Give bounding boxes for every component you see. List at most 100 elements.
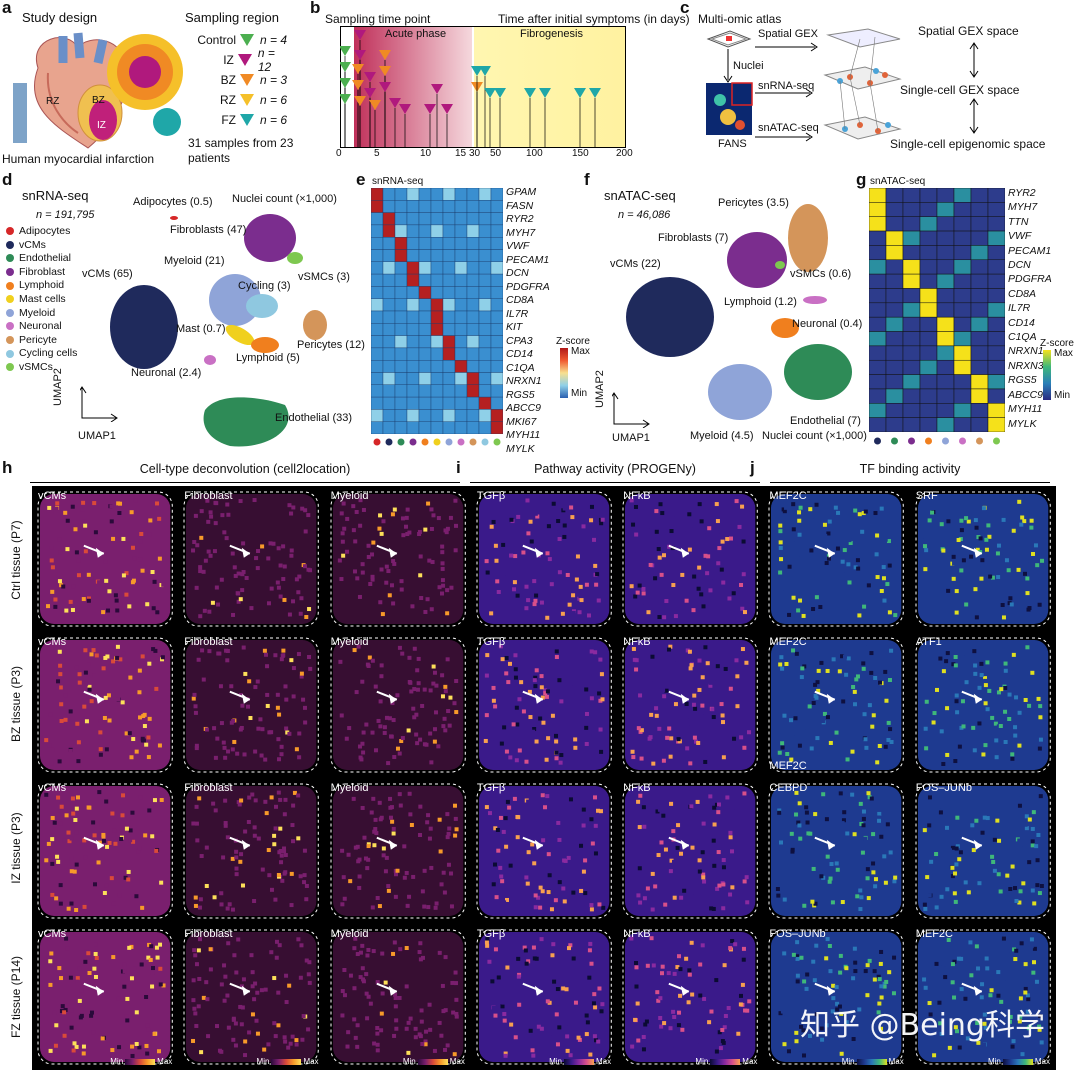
spot xyxy=(875,575,880,580)
heatmap-cell xyxy=(406,261,420,275)
spot xyxy=(83,670,88,675)
spot xyxy=(638,793,643,798)
spot xyxy=(126,869,131,874)
spot xyxy=(355,952,360,957)
heatmap-cell xyxy=(936,403,955,418)
heatmap-cell xyxy=(406,212,420,226)
spot xyxy=(296,836,301,841)
spot xyxy=(360,966,365,971)
panel-label-e: e xyxy=(356,170,366,189)
spot xyxy=(196,1004,201,1009)
spot xyxy=(83,549,88,554)
atac-cluster-vsmcs: vSMCs (0.6) xyxy=(790,268,852,280)
heatmap-cell xyxy=(970,187,989,203)
spot xyxy=(67,839,72,844)
spot xyxy=(363,972,368,977)
spot xyxy=(995,851,1000,856)
triangle-icon xyxy=(240,34,254,46)
spot xyxy=(688,547,693,552)
sampling-diagram xyxy=(105,30,185,140)
spot xyxy=(383,980,388,985)
heatmap-cell xyxy=(478,286,492,299)
spot xyxy=(865,876,870,881)
spot xyxy=(75,721,80,726)
tile-label: TGFβ xyxy=(476,490,506,502)
spot xyxy=(741,957,746,962)
spot xyxy=(978,536,983,541)
spot xyxy=(873,977,878,982)
spot xyxy=(996,724,1001,729)
heatmap-cell xyxy=(466,200,480,213)
spot xyxy=(867,653,872,658)
spot xyxy=(941,962,946,967)
spot xyxy=(863,737,868,742)
spot xyxy=(983,683,988,688)
spot xyxy=(886,586,891,591)
spot xyxy=(655,990,660,995)
spot xyxy=(828,969,833,974)
spot xyxy=(290,1034,295,1039)
spot xyxy=(1009,752,1014,757)
spot xyxy=(446,831,451,836)
spot xyxy=(743,1008,748,1013)
spot xyxy=(680,572,685,577)
spot xyxy=(121,573,126,578)
heatmap-cell xyxy=(936,202,955,217)
spot xyxy=(835,990,840,995)
spot xyxy=(862,666,867,671)
spot xyxy=(838,669,843,674)
heatmap-cell xyxy=(953,288,972,304)
spot xyxy=(72,869,77,874)
spot xyxy=(939,522,944,527)
spot xyxy=(709,906,714,911)
spot xyxy=(825,561,830,566)
spot xyxy=(69,869,74,874)
spot xyxy=(995,575,1000,580)
spot xyxy=(984,867,989,872)
spot xyxy=(423,1039,428,1044)
spot xyxy=(390,951,395,956)
spot xyxy=(708,588,713,593)
spot xyxy=(198,569,203,574)
spot xyxy=(703,903,708,908)
heatmap-cell xyxy=(382,323,396,336)
spot xyxy=(888,727,893,732)
spot xyxy=(734,499,739,504)
spot xyxy=(659,951,664,956)
spot xyxy=(526,531,531,536)
spot xyxy=(694,739,699,744)
spot xyxy=(106,608,111,613)
tile-label: NFκB xyxy=(623,928,651,940)
spot xyxy=(535,895,540,900)
spot xyxy=(954,710,959,715)
spot xyxy=(208,947,213,952)
spot xyxy=(976,1040,981,1045)
spot xyxy=(845,831,850,836)
spot xyxy=(700,943,705,948)
heatmap-cell xyxy=(442,421,456,435)
spot xyxy=(430,681,435,686)
spot xyxy=(116,996,121,1001)
spot xyxy=(1026,860,1031,865)
spot xyxy=(584,582,589,587)
spot xyxy=(989,988,994,993)
tissue-outline xyxy=(622,783,758,919)
heatmap-cell xyxy=(430,224,444,238)
spot xyxy=(1003,668,1008,673)
spot xyxy=(885,582,890,587)
legend-row-rz: RZ n = 6 xyxy=(190,90,290,110)
spot xyxy=(696,741,701,746)
triangle-icon xyxy=(240,114,254,126)
spot xyxy=(231,719,236,724)
spot xyxy=(409,822,414,827)
spot xyxy=(728,835,733,840)
spot xyxy=(728,946,733,951)
spot xyxy=(226,835,231,840)
spot xyxy=(880,995,885,1000)
nuclei-label: Nuclei xyxy=(733,60,764,72)
sampling-title: Sampling region xyxy=(185,10,279,25)
spot xyxy=(584,725,589,730)
spot xyxy=(747,999,752,1004)
spot xyxy=(831,900,836,905)
arrow-head xyxy=(680,547,689,558)
